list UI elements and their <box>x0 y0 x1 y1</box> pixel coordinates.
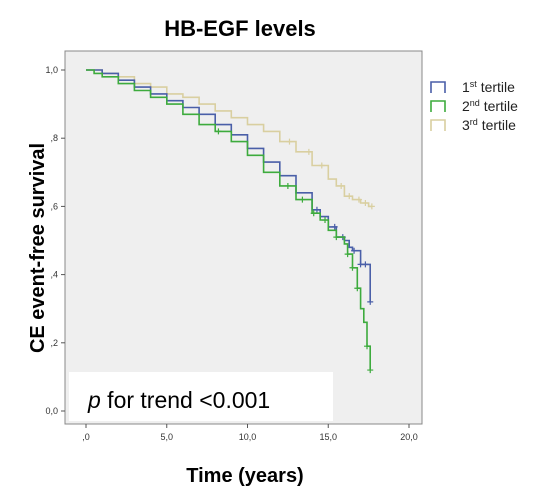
censor-mark <box>355 196 362 203</box>
legend-label: 2nd tertile <box>462 98 518 114</box>
legend-ordinal: st <box>470 79 478 89</box>
censor-mark <box>351 247 358 254</box>
censor-mark <box>299 196 306 203</box>
legend-number: 1 <box>462 79 470 95</box>
y-tick-label: ,8 <box>50 133 58 143</box>
p-value-text: for trend <0.001 <box>101 387 270 413</box>
p-symbol: p <box>87 387 101 413</box>
survival-curve <box>86 69 372 208</box>
censor-mark <box>338 182 345 189</box>
y-tick-label: 1,0 <box>45 65 58 75</box>
series-2 <box>86 69 374 374</box>
p-value-annotation: p for trend <0.001 <box>87 387 270 413</box>
series-layer <box>86 69 375 374</box>
censor-mark <box>313 206 320 213</box>
x-axis-title: Time (years) <box>186 465 303 487</box>
legend-swatch <box>430 119 446 131</box>
censor-mark <box>367 367 374 374</box>
y-tick-label: 0,0 <box>45 406 58 416</box>
legend-number: 3 <box>462 117 470 133</box>
x-tick-label: 5,0 <box>160 432 173 442</box>
censor-mark <box>322 217 329 224</box>
censor-mark <box>362 261 369 268</box>
censor-mark <box>368 203 375 210</box>
legend-ordinal: rd <box>470 117 478 127</box>
censor-mark <box>310 210 317 217</box>
x-axis: ,0 5,0 10,0 15,0 20,0 <box>82 424 418 442</box>
chart-title: HB-EGF levels <box>164 16 316 41</box>
series-3 <box>86 69 375 210</box>
censor-mark <box>346 193 353 200</box>
legend-suffix: tertile <box>477 79 515 95</box>
x-tick-label: 20,0 <box>400 432 418 442</box>
legend-suffix: tertile <box>480 98 518 114</box>
censor-mark <box>215 128 222 135</box>
y-tick-label: ,4 <box>50 270 58 280</box>
legend-label: 1st tertile <box>462 79 515 95</box>
x-tick-label: 10,0 <box>239 432 257 442</box>
censor-mark <box>318 162 325 169</box>
plot-area <box>64 50 423 425</box>
x-tick-label: ,0 <box>82 432 90 442</box>
y-axis: 0,0 ,2 ,4 ,6 ,8 1,0 <box>45 65 65 416</box>
censor-mark <box>284 182 291 189</box>
y-axis-title: CE event-free survival <box>27 143 49 353</box>
legend-label: 3rd tertile <box>462 117 516 133</box>
censor-mark <box>362 199 369 206</box>
censor-mark <box>354 285 361 292</box>
censor-mark <box>331 223 338 230</box>
censor-mark <box>349 264 356 271</box>
y-tick-label: ,2 <box>50 338 58 348</box>
x-tick-label: 15,0 <box>319 432 337 442</box>
censor-mark <box>364 343 371 350</box>
censor-mark <box>286 138 293 145</box>
legend-swatch <box>430 81 446 93</box>
annotation-box <box>69 372 333 421</box>
legend-suffix: tertile <box>478 117 516 133</box>
censor-mark <box>333 234 340 241</box>
y-tick-label: ,6 <box>50 201 58 211</box>
censor-mark <box>344 251 351 258</box>
survival-curve <box>86 69 371 371</box>
censor-mark <box>305 148 312 155</box>
legend-swatch <box>430 100 446 112</box>
legend-number: 2 <box>462 98 470 114</box>
censor-mark <box>367 298 374 305</box>
legend-ordinal: nd <box>470 98 480 108</box>
